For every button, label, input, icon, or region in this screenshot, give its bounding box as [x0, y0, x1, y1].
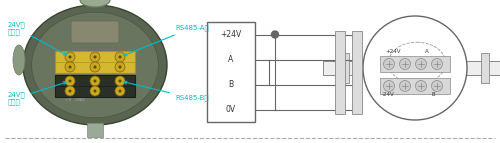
Circle shape [115, 52, 125, 62]
Circle shape [90, 76, 100, 86]
Text: 0V: 0V [226, 105, 236, 114]
Text: RS485-B极: RS485-B极 [124, 81, 208, 101]
Circle shape [90, 86, 100, 96]
Circle shape [65, 52, 75, 62]
Bar [55, 75, 135, 97]
Circle shape [384, 81, 394, 92]
Ellipse shape [32, 12, 158, 118]
Circle shape [94, 90, 96, 93]
Circle shape [90, 62, 100, 72]
Circle shape [432, 58, 442, 69]
Circle shape [68, 55, 71, 58]
Text: +24V: +24V [220, 30, 242, 39]
Circle shape [400, 58, 410, 69]
Text: +V   GND: +V GND [65, 98, 84, 102]
Circle shape [94, 80, 96, 83]
Bar [323, 61, 500, 75]
Circle shape [432, 81, 442, 92]
Circle shape [118, 90, 122, 93]
FancyBboxPatch shape [71, 21, 119, 43]
Text: RS485-A极: RS485-A极 [124, 25, 209, 56]
Circle shape [65, 86, 75, 96]
Circle shape [118, 80, 122, 83]
Bar [55, 51, 135, 73]
Circle shape [400, 81, 410, 92]
Bar [352, 30, 362, 114]
Bar [380, 56, 450, 72]
Circle shape [118, 55, 122, 58]
Circle shape [118, 65, 122, 68]
Text: A: A [228, 55, 234, 64]
Circle shape [68, 80, 71, 83]
Bar [481, 53, 489, 83]
Circle shape [115, 76, 125, 86]
Circle shape [94, 55, 96, 58]
Circle shape [416, 81, 426, 92]
Text: A: A [425, 49, 429, 54]
Circle shape [272, 31, 278, 38]
Circle shape [65, 62, 75, 72]
Text: 24V电
源正极: 24V电 源正极 [8, 21, 66, 55]
Text: 24V电
源负极: 24V电 源负极 [8, 82, 66, 105]
Ellipse shape [13, 45, 25, 75]
Circle shape [65, 76, 75, 86]
Circle shape [90, 52, 100, 62]
Text: B: B [431, 92, 434, 97]
Circle shape [363, 16, 467, 120]
Circle shape [94, 65, 96, 68]
Bar [207, 22, 255, 122]
Text: +24V: +24V [385, 49, 400, 54]
Circle shape [115, 86, 125, 96]
Bar [87, 123, 103, 137]
Circle shape [115, 62, 125, 72]
Bar [341, 53, 349, 83]
Text: B: B [228, 80, 234, 89]
Circle shape [384, 58, 394, 69]
Circle shape [68, 90, 71, 93]
Circle shape [416, 58, 426, 69]
Ellipse shape [80, 0, 110, 7]
Bar [380, 78, 450, 94]
Bar [335, 30, 345, 114]
Circle shape [68, 65, 71, 68]
Text: -24V: -24V [382, 92, 395, 97]
Ellipse shape [23, 5, 167, 125]
